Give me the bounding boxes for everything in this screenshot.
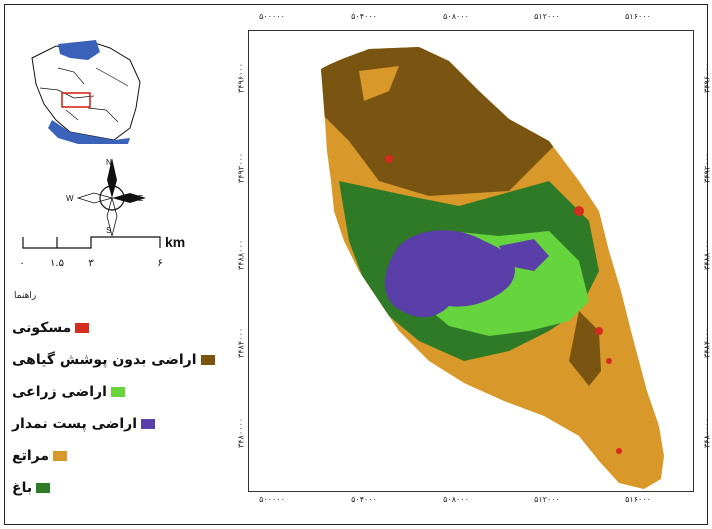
y-tick-right: ۳۴۸۴۰۰۰ [702, 327, 712, 359]
x-tick-bottom: ۵۱۶۰۰۰ [625, 495, 651, 504]
legend-swatch [75, 323, 90, 333]
residential-area [574, 206, 584, 216]
scale-label-6: ۶ [157, 258, 163, 269]
compass-west: W [66, 194, 74, 203]
legend-label: مراتع [12, 448, 49, 464]
scale-label-3: ۳ [88, 258, 94, 269]
barren-land-area [569, 311, 601, 386]
land-use-map [248, 30, 694, 492]
residential-area [616, 448, 622, 454]
legend-swatch [36, 483, 51, 493]
compass [68, 158, 164, 237]
compass-north: N [106, 158, 112, 167]
compass-icon [76, 158, 146, 237]
land-use-map-svg [321, 47, 664, 489]
legend-swatch [110, 387, 125, 397]
x-tick-bottom: ۵۱۲۰۰۰ [534, 495, 560, 504]
scale-bar [22, 236, 162, 250]
x-tick-top: ۵۰۰۰۰۰ [259, 12, 285, 21]
scale-label-1-5: ۱.۵ [50, 258, 64, 269]
wetland-area [499, 239, 549, 271]
scale-bar-svg [22, 236, 161, 249]
x-tick-bottom: ۵۰۰۰۰۰ [259, 495, 285, 504]
y-tick-right: ۳۴۹۲۰۰۰ [702, 152, 712, 184]
compass-east: E [138, 194, 144, 203]
y-tick-left: ۳۴۸۰۰۰۰ [236, 417, 246, 449]
water-body-south [48, 120, 130, 144]
legend-item-residential: مسکونی [12, 318, 90, 338]
legend-label: اراضی زراعی [12, 384, 107, 400]
x-tick-top: ۵۰۸۰۰۰ [443, 12, 469, 21]
scale-unit: km [165, 234, 186, 250]
iran-locator-svg [31, 40, 141, 144]
study-area-box [61, 92, 91, 108]
legend-title: راهنما [14, 291, 37, 301]
residential-area [366, 288, 372, 294]
legend-item-orchard: باغ [12, 478, 51, 498]
y-tick-left: ۳۴۸۸۰۰۰ [236, 239, 246, 271]
x-tick-bottom: ۵۰۸۰۰۰ [443, 495, 469, 504]
legend-label: اراضی پست نمدار [12, 416, 138, 432]
legend-item-cropland: اراضی زراعی [12, 382, 125, 402]
legend-swatch [53, 451, 67, 461]
locator-map [18, 38, 146, 144]
legend-swatch [141, 419, 156, 429]
legend-label: مسکونی [12, 320, 72, 336]
y-tick-left: ۳۴۹۶۰۰۰ [236, 62, 246, 94]
land-cover-layer [321, 47, 664, 489]
wetland-area [384, 230, 515, 318]
legend-item-barren: اراضی بدون پوشش گیاهی [12, 350, 215, 370]
scale-label-0: ۰ [19, 258, 25, 269]
x-tick-top: ۵۱۶۰۰۰ [625, 12, 651, 21]
y-tick-left: ۳۴۹۲۰۰۰ [236, 152, 246, 184]
rangeland-area [359, 66, 399, 101]
legend-swatch [200, 355, 215, 365]
x-tick-bottom: ۵۰۴۰۰۰ [351, 495, 377, 504]
legend-item-rangeland: مراتع [12, 446, 67, 466]
residential-area [606, 358, 612, 364]
water-body-north [58, 40, 100, 60]
province-borders [39, 67, 129, 123]
compass-south: S [106, 226, 112, 235]
x-tick-top: ۵۱۲۰۰۰ [534, 12, 560, 21]
x-tick-top: ۵۰۴۰۰۰ [351, 12, 377, 21]
y-tick-right: ۳۴۸۰۰۰۰ [702, 417, 712, 449]
y-tick-right: ۳۴۹۶۰۰۰ [702, 62, 712, 94]
legend-item-wetland: اراضی پست نمدار [12, 414, 156, 434]
residential-area [595, 327, 603, 335]
residential-area [385, 155, 393, 163]
legend-label: اراضی بدون پوشش گیاهی [12, 352, 197, 368]
y-tick-right: ۳۴۸۸۰۰۰ [702, 239, 712, 271]
legend-label: باغ [12, 480, 33, 496]
y-tick-left: ۳۴۸۴۰۰۰ [236, 327, 246, 359]
